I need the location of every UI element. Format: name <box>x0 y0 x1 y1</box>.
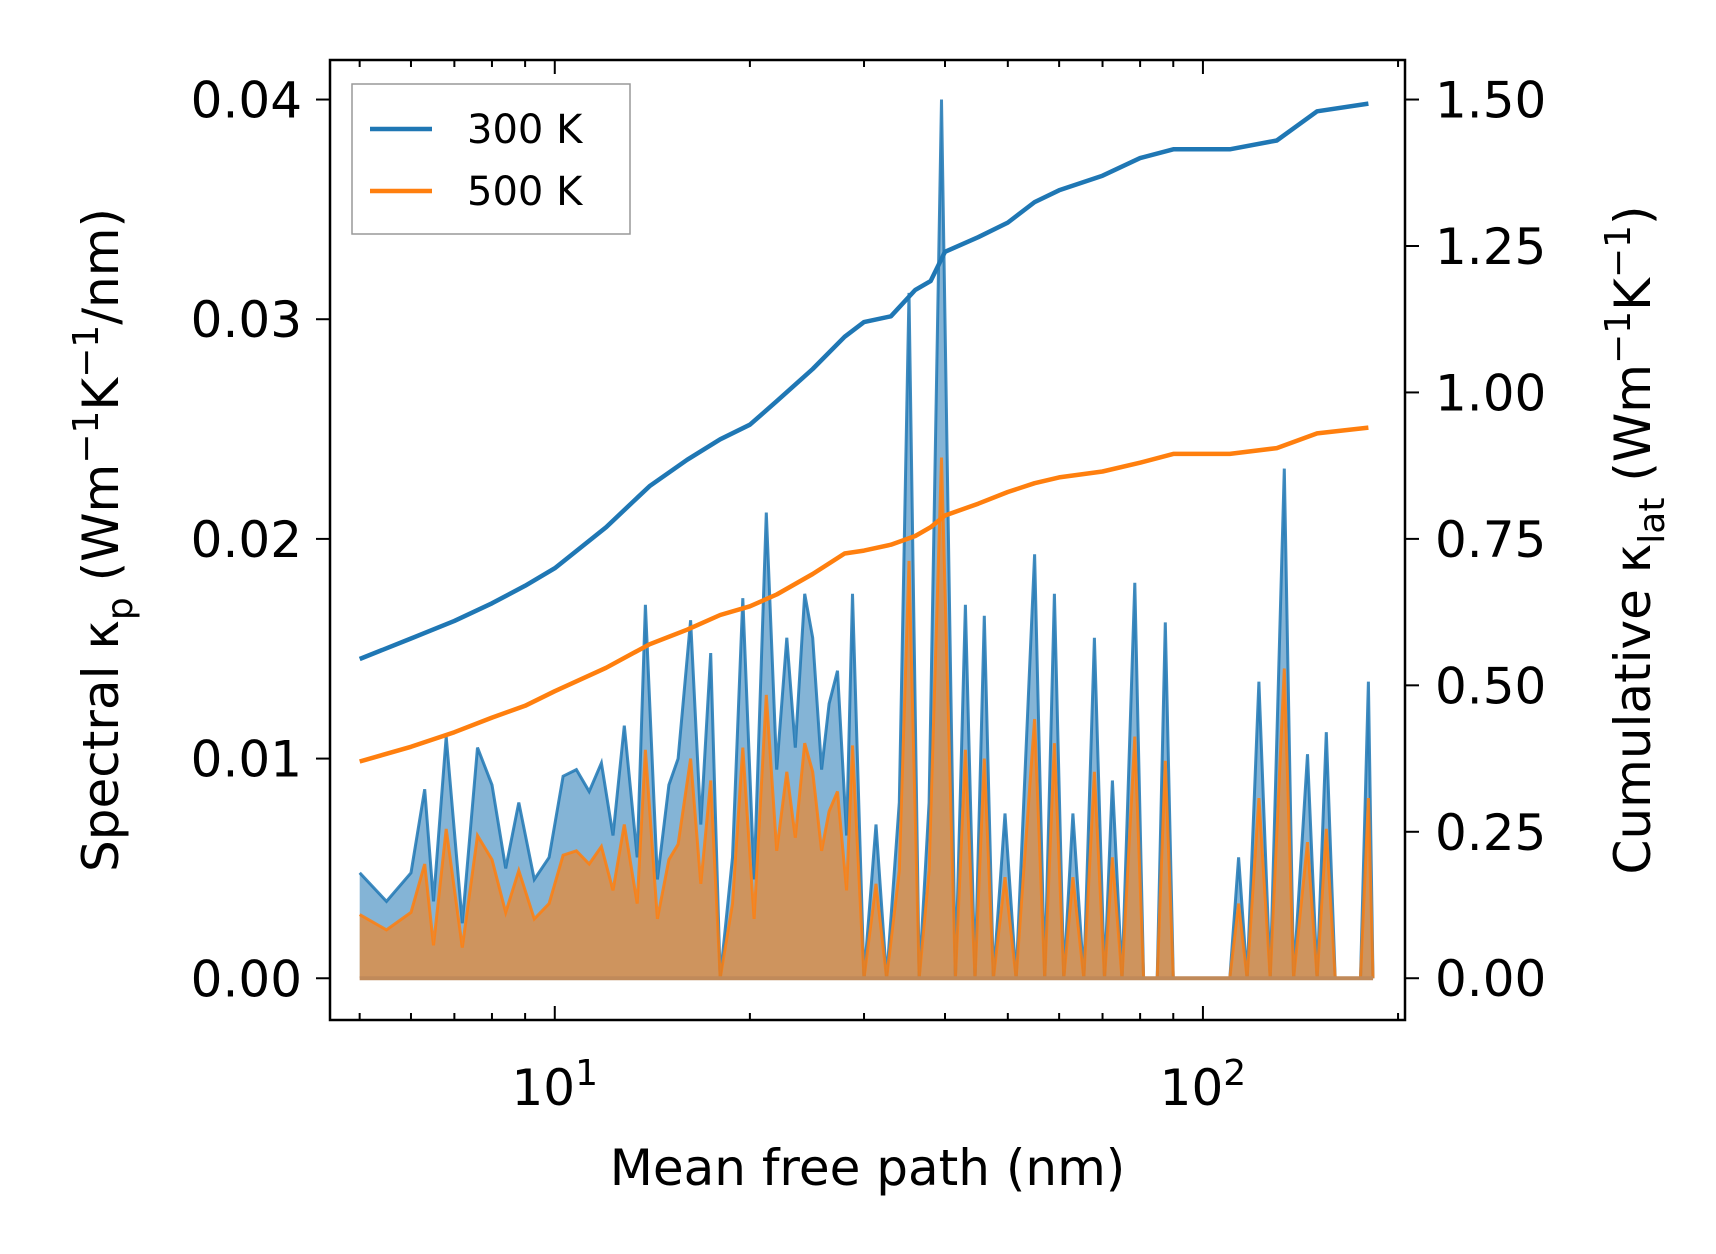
y-right-tick-label: 0.50 <box>1435 657 1546 715</box>
spectral-line-1 <box>358 99 1375 980</box>
y-axis-label-right: Cumulative κlat (Wm−1K−1) <box>1598 206 1673 875</box>
y-left-tick-label: 0.01 <box>191 731 302 789</box>
y-right-tick-label: 0.00 <box>1435 950 1546 1008</box>
cumulative-line-2 <box>359 425 1369 764</box>
plot-frame <box>328 58 1407 1022</box>
axes: 101 102 0.00 0.01 0.02 0.03 0.04 0.00 0.25 0.50 0.… <box>66 58 1673 1197</box>
legend-label-2: 500 K <box>467 169 584 215</box>
spectral-area-2 <box>359 457 1373 979</box>
cumulative-line-1 <box>358 101 1369 662</box>
y-right-tick-label: 0.75 <box>1435 511 1546 569</box>
x-axis-label: Mean free path (nm) <box>610 1139 1126 1197</box>
spectral-line-2 <box>358 457 1375 980</box>
legend-label-1: 300 K <box>467 107 584 153</box>
y-left-tick-label: 0.03 <box>191 291 302 349</box>
y-right-tick-label: 0.25 <box>1435 804 1546 862</box>
y-right-tick-label: 1.50 <box>1435 72 1546 130</box>
y-left-tick-label: 0.02 <box>191 511 302 569</box>
plot-area <box>358 99 1375 981</box>
legend: 300 K 500 K <box>351 83 631 235</box>
x-tick-label: 102 <box>1160 1053 1247 1117</box>
y-right-tick-label: 1.00 <box>1435 364 1546 422</box>
legend-box <box>351 83 631 235</box>
y-left-tick-label: 0.00 <box>191 950 302 1008</box>
y-left-tick-label: 0.04 <box>191 72 302 130</box>
x-tick-label: 101 <box>512 1053 599 1117</box>
y-axis-label-left: Spectral κp (Wm−1K−1/nm) <box>66 208 141 872</box>
y-right-tick-label: 1.25 <box>1435 218 1546 276</box>
